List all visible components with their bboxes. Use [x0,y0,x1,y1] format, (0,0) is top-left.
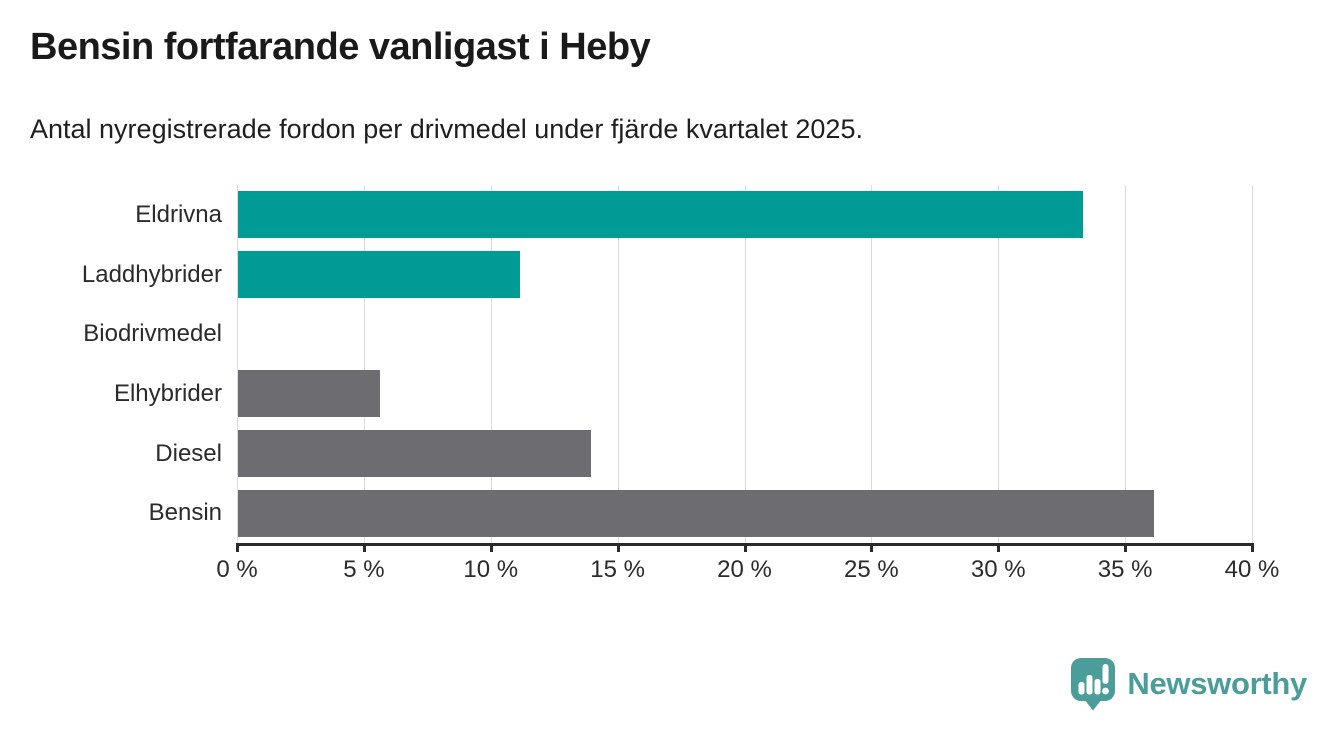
bar-diesel [238,430,591,477]
x-tick-label: 10 % [463,556,519,583]
category-label: Diesel [155,439,222,467]
x-tick-label: 40 % [1224,556,1280,583]
category-label: Eldrivna [135,200,222,228]
axis-tick [870,543,874,552]
x-tick-label: 0 % [216,556,258,583]
axis-tick [616,543,620,552]
axis-tick [489,543,493,552]
gridline [490,185,492,543]
category-label: Laddhybrider [81,260,222,288]
axis-tick [362,543,366,552]
gridline [237,185,238,543]
x-tick-label: 30 % [970,556,1026,583]
bar-bensin [238,489,1155,537]
axis-tick [1124,543,1128,552]
x-tick-label: 15 % [590,556,645,583]
plot-area: 0 % 5 % 10 % 15 % 20 % 25 % 30 % 35 % 40 % [216,185,1279,583]
bar-eldrivna [238,191,1083,239]
x-tick-label: 5 % [343,556,385,583]
x-tick-label: 25 % [844,556,899,583]
axis-tick [1251,543,1254,552]
page-title: Bensin fortfarande vanligast i Heby [30,26,651,68]
newsworthy-wordmark: Newsworthy [1127,666,1307,701]
newsworthy-logo: Newsworthy [1070,657,1307,711]
axis-tick [743,543,747,552]
category-label: Elhybrider [113,379,222,407]
category-label: Biodrivmedel [83,320,222,348]
gridline [1125,185,1127,543]
category-label: Bensin [148,499,222,527]
gridline [744,185,746,543]
chart-subtitle: Antal nyregistrerade fordon per drivmede… [30,114,863,144]
axis-tick [236,543,239,552]
bar-chart: Eldrivna Laddhybrider Biodrivmedel Elhybrid… [0,185,1340,605]
axis-tick [997,543,1001,552]
x-tick-label: 35 % [1097,556,1153,583]
newsworthy-bubble-chart-icon [1071,658,1116,711]
bar-elhybrider [238,370,381,418]
gridline [998,185,1000,543]
gridline [1252,185,1253,543]
gridline [617,185,619,543]
gridline [363,185,365,543]
bar-laddhybrider [238,251,520,298]
x-tick-label: 20 % [717,556,772,583]
category-labels: Eldrivna Laddhybrider Biodrivmedel Elhybrid… [0,185,222,543]
gridline [871,185,873,543]
